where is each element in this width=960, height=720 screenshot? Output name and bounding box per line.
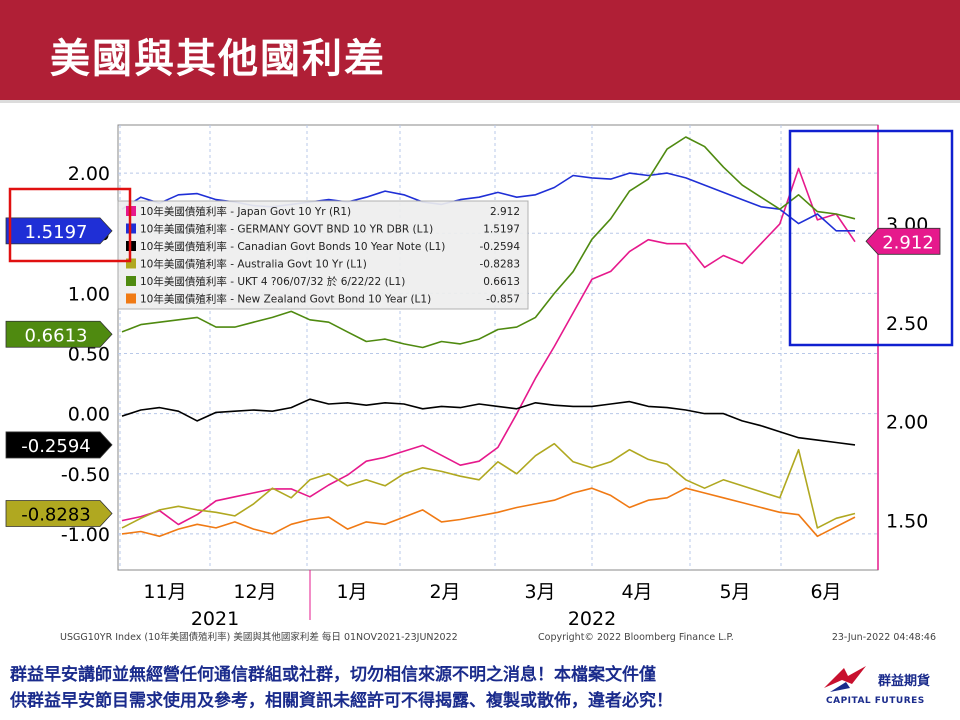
x-tick-label: 6月 [810,581,841,603]
germany-tag-label: 1.5197 [25,222,88,243]
legend-entry-label: 10年美國債殖利率 - Japan Govt 10 Yr (R1) [140,205,351,218]
japan-tag [865,227,941,255]
legend-entry-value: -0.2594 [479,241,520,253]
legend-swatch [126,276,136,286]
series-line-0 [121,167,856,526]
x-tick-label: 3月 [524,581,555,603]
legend-swatch [126,293,136,304]
left-axis-tick-label: 0.00 [68,404,110,426]
logo-english-name: CAPITAL FUTURES [826,696,925,706]
series-line-2 [121,398,856,446]
series-line-3 [121,442,856,529]
slide-title: 美國與其他國利差 [50,36,386,82]
chart-source-copyright: Copyright© 2022 Bloomberg Finance L.P. [538,632,734,643]
uk-tag [5,320,113,348]
legend-entry-label: 10年美國債殖利率 - Australia Govt 10 Yr (L1) [140,258,367,271]
spread-chart: 2.001.501.000.500.00-0.50-1.003.002.502.… [5,124,954,643]
year-label-2021: 2021 [191,608,239,630]
left-axis-tick-label: 2.00 [68,163,110,185]
series-line-4 [121,136,856,349]
x-tick-label: 2月 [429,581,460,603]
germany-tag [5,217,113,245]
plot-area [117,124,879,571]
canada-tag-label: -0.2594 [21,436,90,457]
highlight-box-red [8,187,132,263]
disclaimer-line-2: 供群益早安節目需求使用及參考，相關資訊未經許可不得揭露、複製或散佈，違者必究！ [10,691,673,711]
chart-source-timestamp: 23-Jun-2022 04:48:46 [832,632,936,643]
legend-entry-label: 10年美國債殖利率 - GERMANY GOVT BND 10 YR DBR (… [140,223,433,236]
right-axis-tick-label: 1.50 [886,511,928,533]
japan-tag-label: 2.912 [882,232,934,253]
x-tick-label: 11月 [143,581,186,603]
disclaimer-line-1: 群益早安講師並無經營任何通信群組或社群，切勿相信來源不明之消息！本檔案文件僅 [10,665,656,685]
left-axis-tick-label: 1.00 [68,283,110,305]
legend-entry-label: 10年美國債殖利率 - New Zealand Govt Bond 10 Yea… [140,293,431,306]
slide-header: 美國與其他國利差 [0,0,960,103]
australia-tag [5,500,113,527]
left-axis-tick-label: -1.00 [61,524,110,546]
highlight-box-blue [788,129,954,347]
legend-entry-value: 2.912 [490,206,520,218]
legend-entry-value: -0.857 [486,294,520,306]
header-divider [0,100,960,103]
legend-entry-value: 1.5197 [483,224,520,236]
legend-entry-value: -0.8283 [479,259,520,271]
legend-entry-value: 0.6613 [483,276,520,288]
australia-tag-label: -0.8283 [21,504,90,525]
chart-source-left: USGG10YR Index (10年美國債殖利率) 美國與其他國家利差 每日 … [60,631,458,643]
uk-tag-label: 0.6613 [25,325,88,346]
right-axis-tick-label: 2.00 [886,412,928,434]
legend-entry-label: 10年美國債殖利率 - UKT 4 ?06/07/32 於 6/22/22 (L… [140,275,405,288]
slide-footer: 群益早安講師並無經營任何通信群組或社群，切勿相信來源不明之消息！本檔案文件僅 供… [0,652,960,720]
series-line-5 [121,487,856,538]
x-tick-label: 4月 [621,581,652,603]
x-tick-label: 1月 [336,581,367,603]
left-axis-tick-label: -0.50 [61,464,110,486]
logo-bird-icon [824,666,866,692]
year-label-2022: 2022 [568,608,616,630]
canada-tag [5,431,113,459]
left-axis-tick-label: 0.50 [68,344,110,366]
x-tick-label: 12月 [233,581,276,603]
x-tick-label: 5月 [719,581,750,603]
right-axis-tick-label: 2.50 [886,313,928,335]
logo-chinese-name: 群益期貨 [878,674,931,689]
legend-entry-label: 10年美國債殖利率 - Canadian Govt Bonds 10 Year … [140,240,445,253]
capital-futures-logo: 群益期貨 CAPITAL FUTURES [822,664,952,712]
legend-box [117,200,529,310]
legend-swatch [126,258,136,269]
